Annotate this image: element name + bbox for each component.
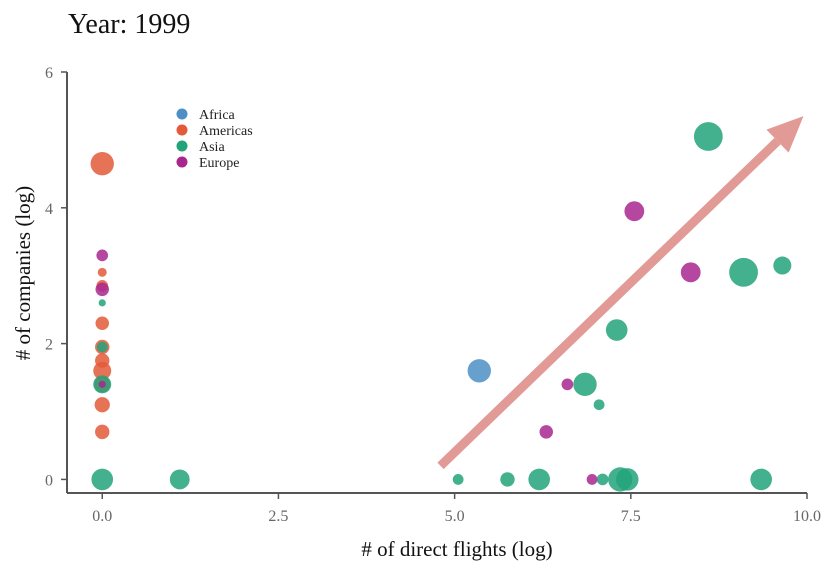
legend-marker-asia [176, 140, 188, 152]
legend-marker-americas [176, 124, 188, 136]
point-europe [96, 249, 109, 262]
point-asia [750, 468, 772, 491]
y-tick-label: 0 [45, 472, 53, 489]
y-axis-label: # of companies (log) [11, 186, 35, 360]
x-tick-label: 10.0 [793, 508, 821, 525]
data-points [90, 122, 792, 492]
point-asia [169, 469, 190, 490]
y-tick-label: 4 [45, 201, 53, 218]
trend-arrow-shaft [437, 137, 781, 470]
point-americas [90, 151, 114, 176]
point-africa [467, 359, 491, 383]
point-americas [93, 361, 112, 380]
point-americas [95, 424, 110, 440]
point-europe [561, 378, 574, 391]
point-asia [98, 299, 106, 307]
point-asia [596, 473, 609, 486]
x-tick-label: 0.0 [92, 508, 112, 525]
y-tick-label: 2 [45, 337, 53, 354]
legend-label-europe: Europe [199, 156, 239, 171]
y-tick-label: 6 [45, 65, 53, 82]
point-americas [94, 397, 110, 413]
point-asia [616, 468, 639, 491]
point-americas [97, 267, 107, 277]
point-europe [624, 201, 645, 222]
x-axis-label: # of direct flights (log) [361, 537, 552, 561]
point-europe [95, 282, 109, 297]
point-europe [586, 474, 598, 485]
point-asia [452, 474, 464, 485]
trend-arrow-head [766, 116, 804, 153]
point-asia [693, 122, 723, 151]
point-americas [95, 316, 109, 330]
legend-label-asia: Asia [199, 140, 225, 155]
point-europe [539, 425, 553, 439]
point-europe [98, 380, 106, 388]
point-asia [605, 319, 628, 341]
x-tick-label: 2.5 [268, 508, 288, 525]
axes: 0.0 2.5 5.0 7.5 10.0 0 2 4 6 [45, 65, 821, 525]
point-asia [528, 468, 550, 491]
x-tick-label: 5.0 [445, 508, 465, 525]
point-asia [729, 257, 758, 287]
chart-title: Year: 1999 [68, 9, 190, 40]
legend-label-africa: Africa [199, 108, 236, 123]
point-asia [773, 256, 792, 275]
point-asia [96, 341, 108, 353]
x-tick-label: 7.5 [621, 508, 641, 525]
point-asia [91, 468, 114, 491]
point-asia [500, 472, 515, 487]
point-asia [573, 372, 597, 397]
legend-marker-europe [176, 156, 188, 168]
point-europe [680, 262, 701, 283]
legend-label-americas: Americas [199, 124, 253, 139]
annotations [437, 116, 804, 470]
legend-marker-africa [176, 108, 188, 120]
point-asia [593, 399, 605, 411]
